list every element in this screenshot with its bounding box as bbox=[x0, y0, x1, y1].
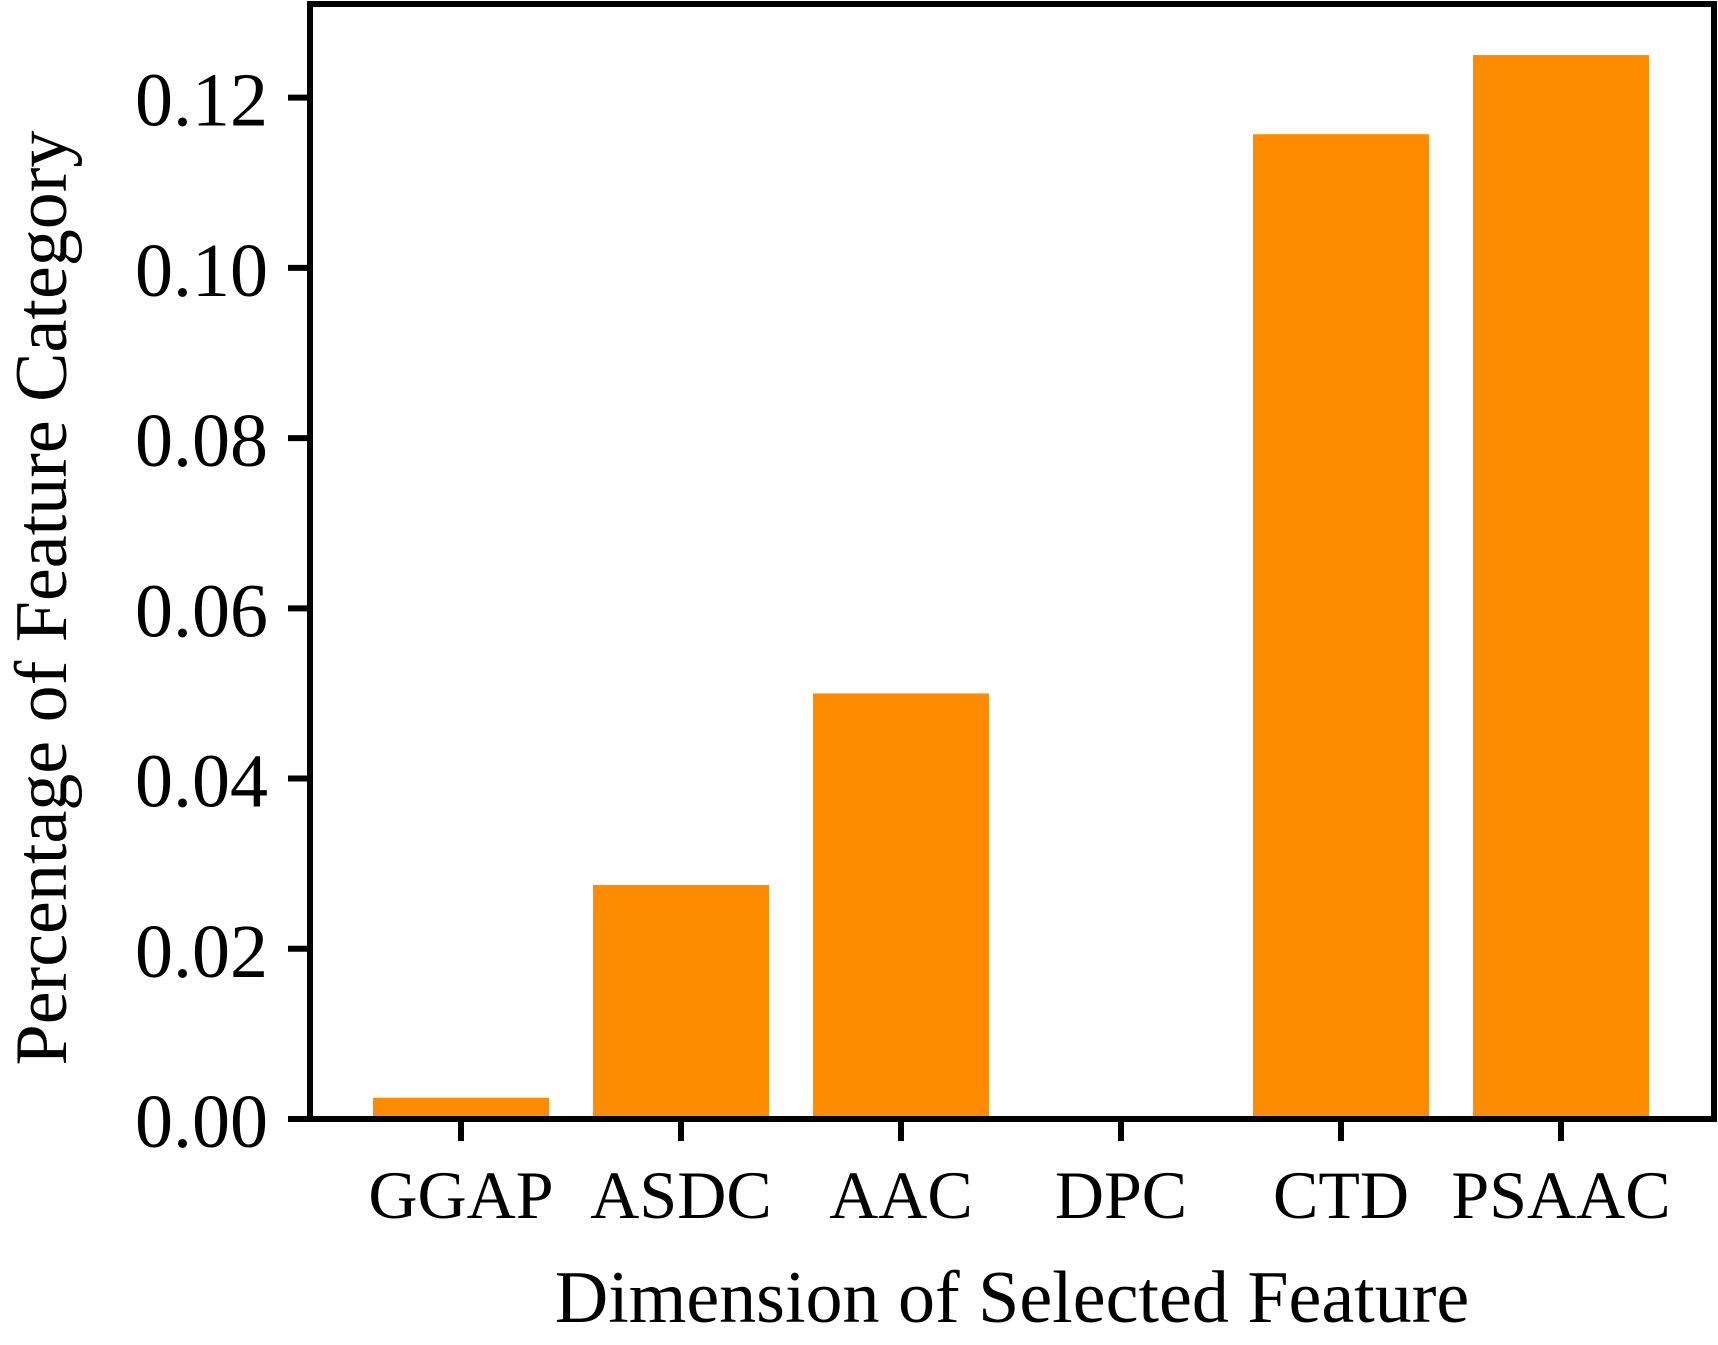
x-axis-title: Dimension of Selected Feature bbox=[555, 1257, 1469, 1339]
plot-frame bbox=[307, 1, 1717, 1122]
bar-aac bbox=[813, 693, 989, 1119]
x-tick-label: AAC bbox=[829, 1157, 973, 1233]
y-axis: 0.00 0.02 0.04 0.06 0.08 0.10 0.12 bbox=[135, 59, 310, 1164]
y-tick-label: 0.02 bbox=[135, 910, 268, 994]
x-tick-label: ASDC bbox=[590, 1157, 771, 1233]
y-tick-label: 0.12 bbox=[135, 59, 268, 143]
bar-ctd bbox=[1253, 134, 1429, 1119]
x-axis: GGAP ASDC AAC DPC CTD PSAAC bbox=[368, 1119, 1671, 1233]
x-tick-label: DPC bbox=[1055, 1157, 1187, 1233]
x-tick-label: CTD bbox=[1273, 1157, 1409, 1233]
y-tick-label: 0.06 bbox=[135, 569, 268, 653]
y-tick-label: 0.04 bbox=[135, 740, 268, 824]
y-tick-label: 0.08 bbox=[135, 399, 268, 483]
y-tick-label: 0.00 bbox=[135, 1080, 268, 1164]
bar-asdc bbox=[593, 884, 769, 1119]
x-tick-label: PSAAC bbox=[1451, 1157, 1670, 1233]
y-tick-label: 0.10 bbox=[135, 229, 268, 313]
x-tick-label: GGAP bbox=[368, 1157, 553, 1233]
bar-psaac bbox=[1473, 55, 1649, 1119]
bars-group bbox=[373, 55, 1649, 1119]
y-axis-title: Percentage of Feature Category bbox=[1, 131, 83, 1066]
bar-ggap bbox=[373, 1097, 549, 1119]
